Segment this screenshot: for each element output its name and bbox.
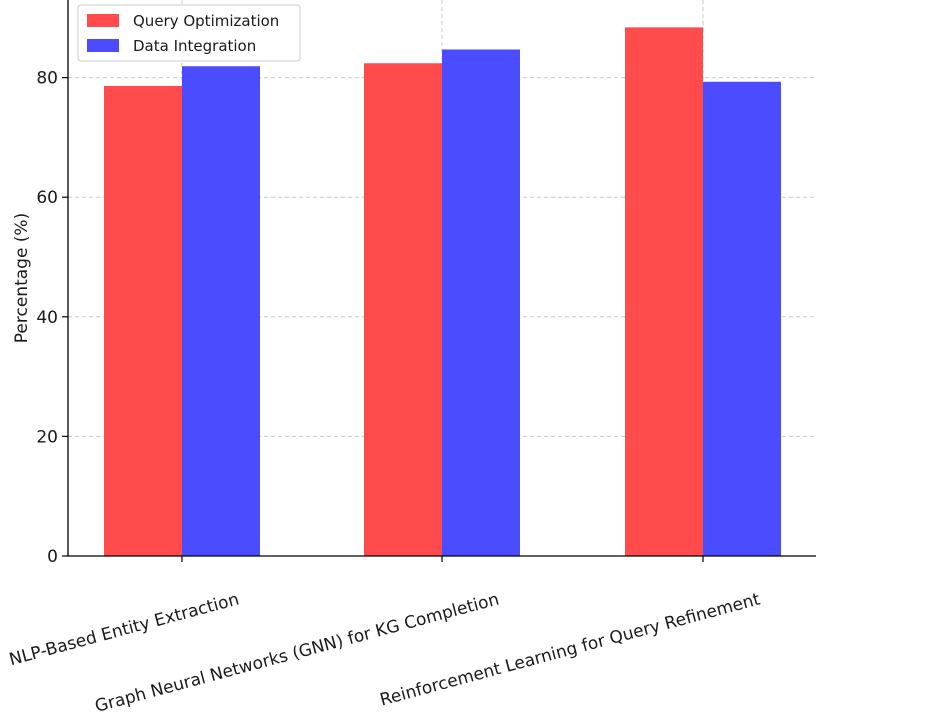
- bar-query-optimization-2: [625, 27, 703, 557]
- legend-box: [77, 4, 301, 62]
- bars: [104, 27, 781, 557]
- y-tick-label: 60: [36, 188, 58, 208]
- legend: Query Optimization Data Integration: [77, 4, 301, 62]
- y-tick-label: 20: [36, 427, 58, 447]
- bar-query-optimization-1: [364, 63, 442, 557]
- bar-data-integration-2: [703, 81, 781, 556]
- y-tick-label: 40: [36, 308, 58, 328]
- y-ticks: 0 20 40 60 80: [36, 69, 68, 567]
- y-tick-label: 80: [36, 69, 58, 89]
- bar-data-integration-0: [182, 66, 260, 556]
- x-tick-label: Graph Neural Networks (GNN) for KG Compl…: [93, 590, 501, 717]
- x-tick-label: NLP-Based Entity Extraction: [7, 590, 241, 671]
- bar-data-integration-1: [442, 49, 520, 557]
- legend-swatch-data-integration: [87, 39, 119, 52]
- y-tick-label: 0: [47, 547, 58, 567]
- legend-swatch-query-optimization: [87, 14, 119, 27]
- legend-label-data-integration: Data Integration: [133, 37, 256, 55]
- legend-label-query-optimization: Query Optimization: [133, 12, 279, 30]
- y-axis-label: Percentage (%): [12, 213, 32, 343]
- bar-query-optimization-0: [104, 85, 182, 557]
